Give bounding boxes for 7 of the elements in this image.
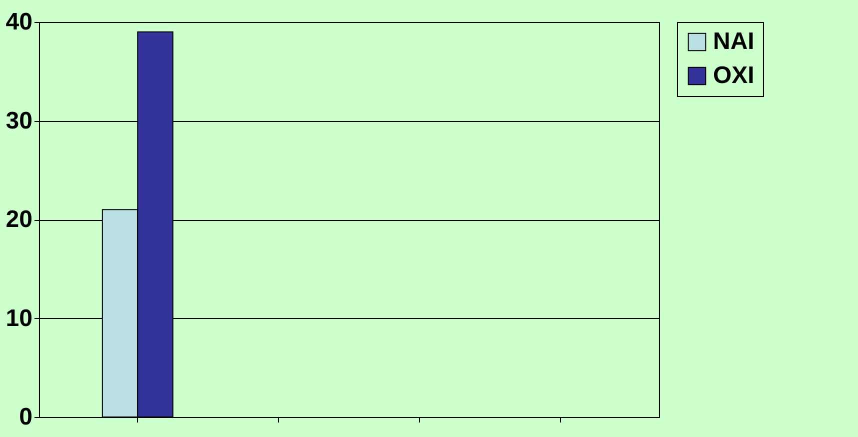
legend-label: NAI xyxy=(713,28,754,55)
legend-label: OXI xyxy=(713,62,754,89)
y-tick-label: 40 xyxy=(6,8,32,36)
y-tick-label: 0 xyxy=(19,404,32,430)
y-tick-label: 20 xyxy=(6,206,32,233)
y-tick-label: 10 xyxy=(6,304,32,332)
y-tick-label: 30 xyxy=(6,107,32,134)
